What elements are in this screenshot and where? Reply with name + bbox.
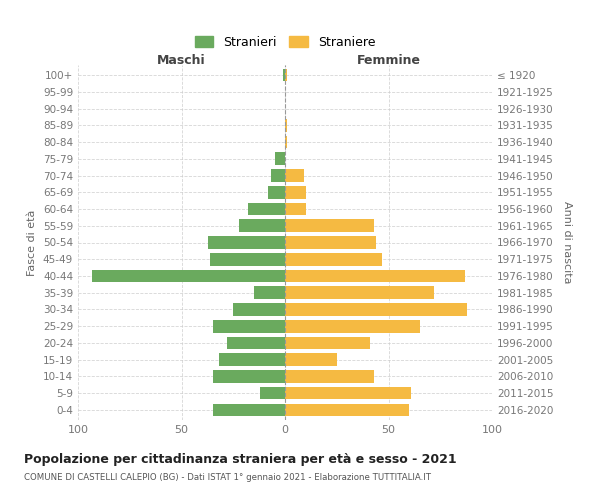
Text: Popolazione per cittadinanza straniera per età e sesso - 2021: Popolazione per cittadinanza straniera p… [24, 452, 457, 466]
Bar [219, 354, 285, 366]
Y-axis label: Anni di nascita: Anni di nascita [562, 201, 572, 284]
Legend: Stranieri, Straniere: Stranieri, Straniere [191, 32, 379, 52]
Bar [233, 303, 285, 316]
Bar [211, 253, 285, 266]
Bar [285, 387, 411, 400]
Bar [248, 202, 285, 215]
Bar [271, 169, 285, 182]
Text: Femmine: Femmine [356, 54, 421, 66]
Y-axis label: Fasce di età: Fasce di età [28, 210, 37, 276]
Bar [227, 336, 285, 349]
Bar [285, 220, 374, 232]
Bar [285, 270, 465, 282]
Bar [239, 220, 285, 232]
Bar [92, 270, 285, 282]
Bar [285, 69, 287, 82]
Bar [285, 119, 287, 132]
Bar [212, 370, 285, 382]
Bar [285, 303, 467, 316]
Bar [212, 320, 285, 332]
Bar [285, 354, 337, 366]
Text: COMUNE DI CASTELLI CALEPIO (BG) - Dati ISTAT 1° gennaio 2021 - Elaborazione TUTT: COMUNE DI CASTELLI CALEPIO (BG) - Dati I… [24, 472, 431, 482]
Bar [212, 404, 285, 416]
Bar [285, 169, 304, 182]
Bar [254, 286, 285, 299]
Bar [285, 370, 374, 382]
Bar [285, 286, 434, 299]
Bar [285, 336, 370, 349]
Text: Maschi: Maschi [157, 54, 206, 66]
Bar [285, 136, 287, 148]
Bar [275, 152, 285, 165]
Bar [283, 69, 285, 82]
Bar [285, 320, 419, 332]
Bar [285, 253, 382, 266]
Bar [260, 387, 285, 400]
Bar [268, 186, 285, 198]
Bar [285, 236, 376, 249]
Bar [285, 202, 306, 215]
Bar [285, 404, 409, 416]
Bar [285, 186, 306, 198]
Bar [208, 236, 285, 249]
